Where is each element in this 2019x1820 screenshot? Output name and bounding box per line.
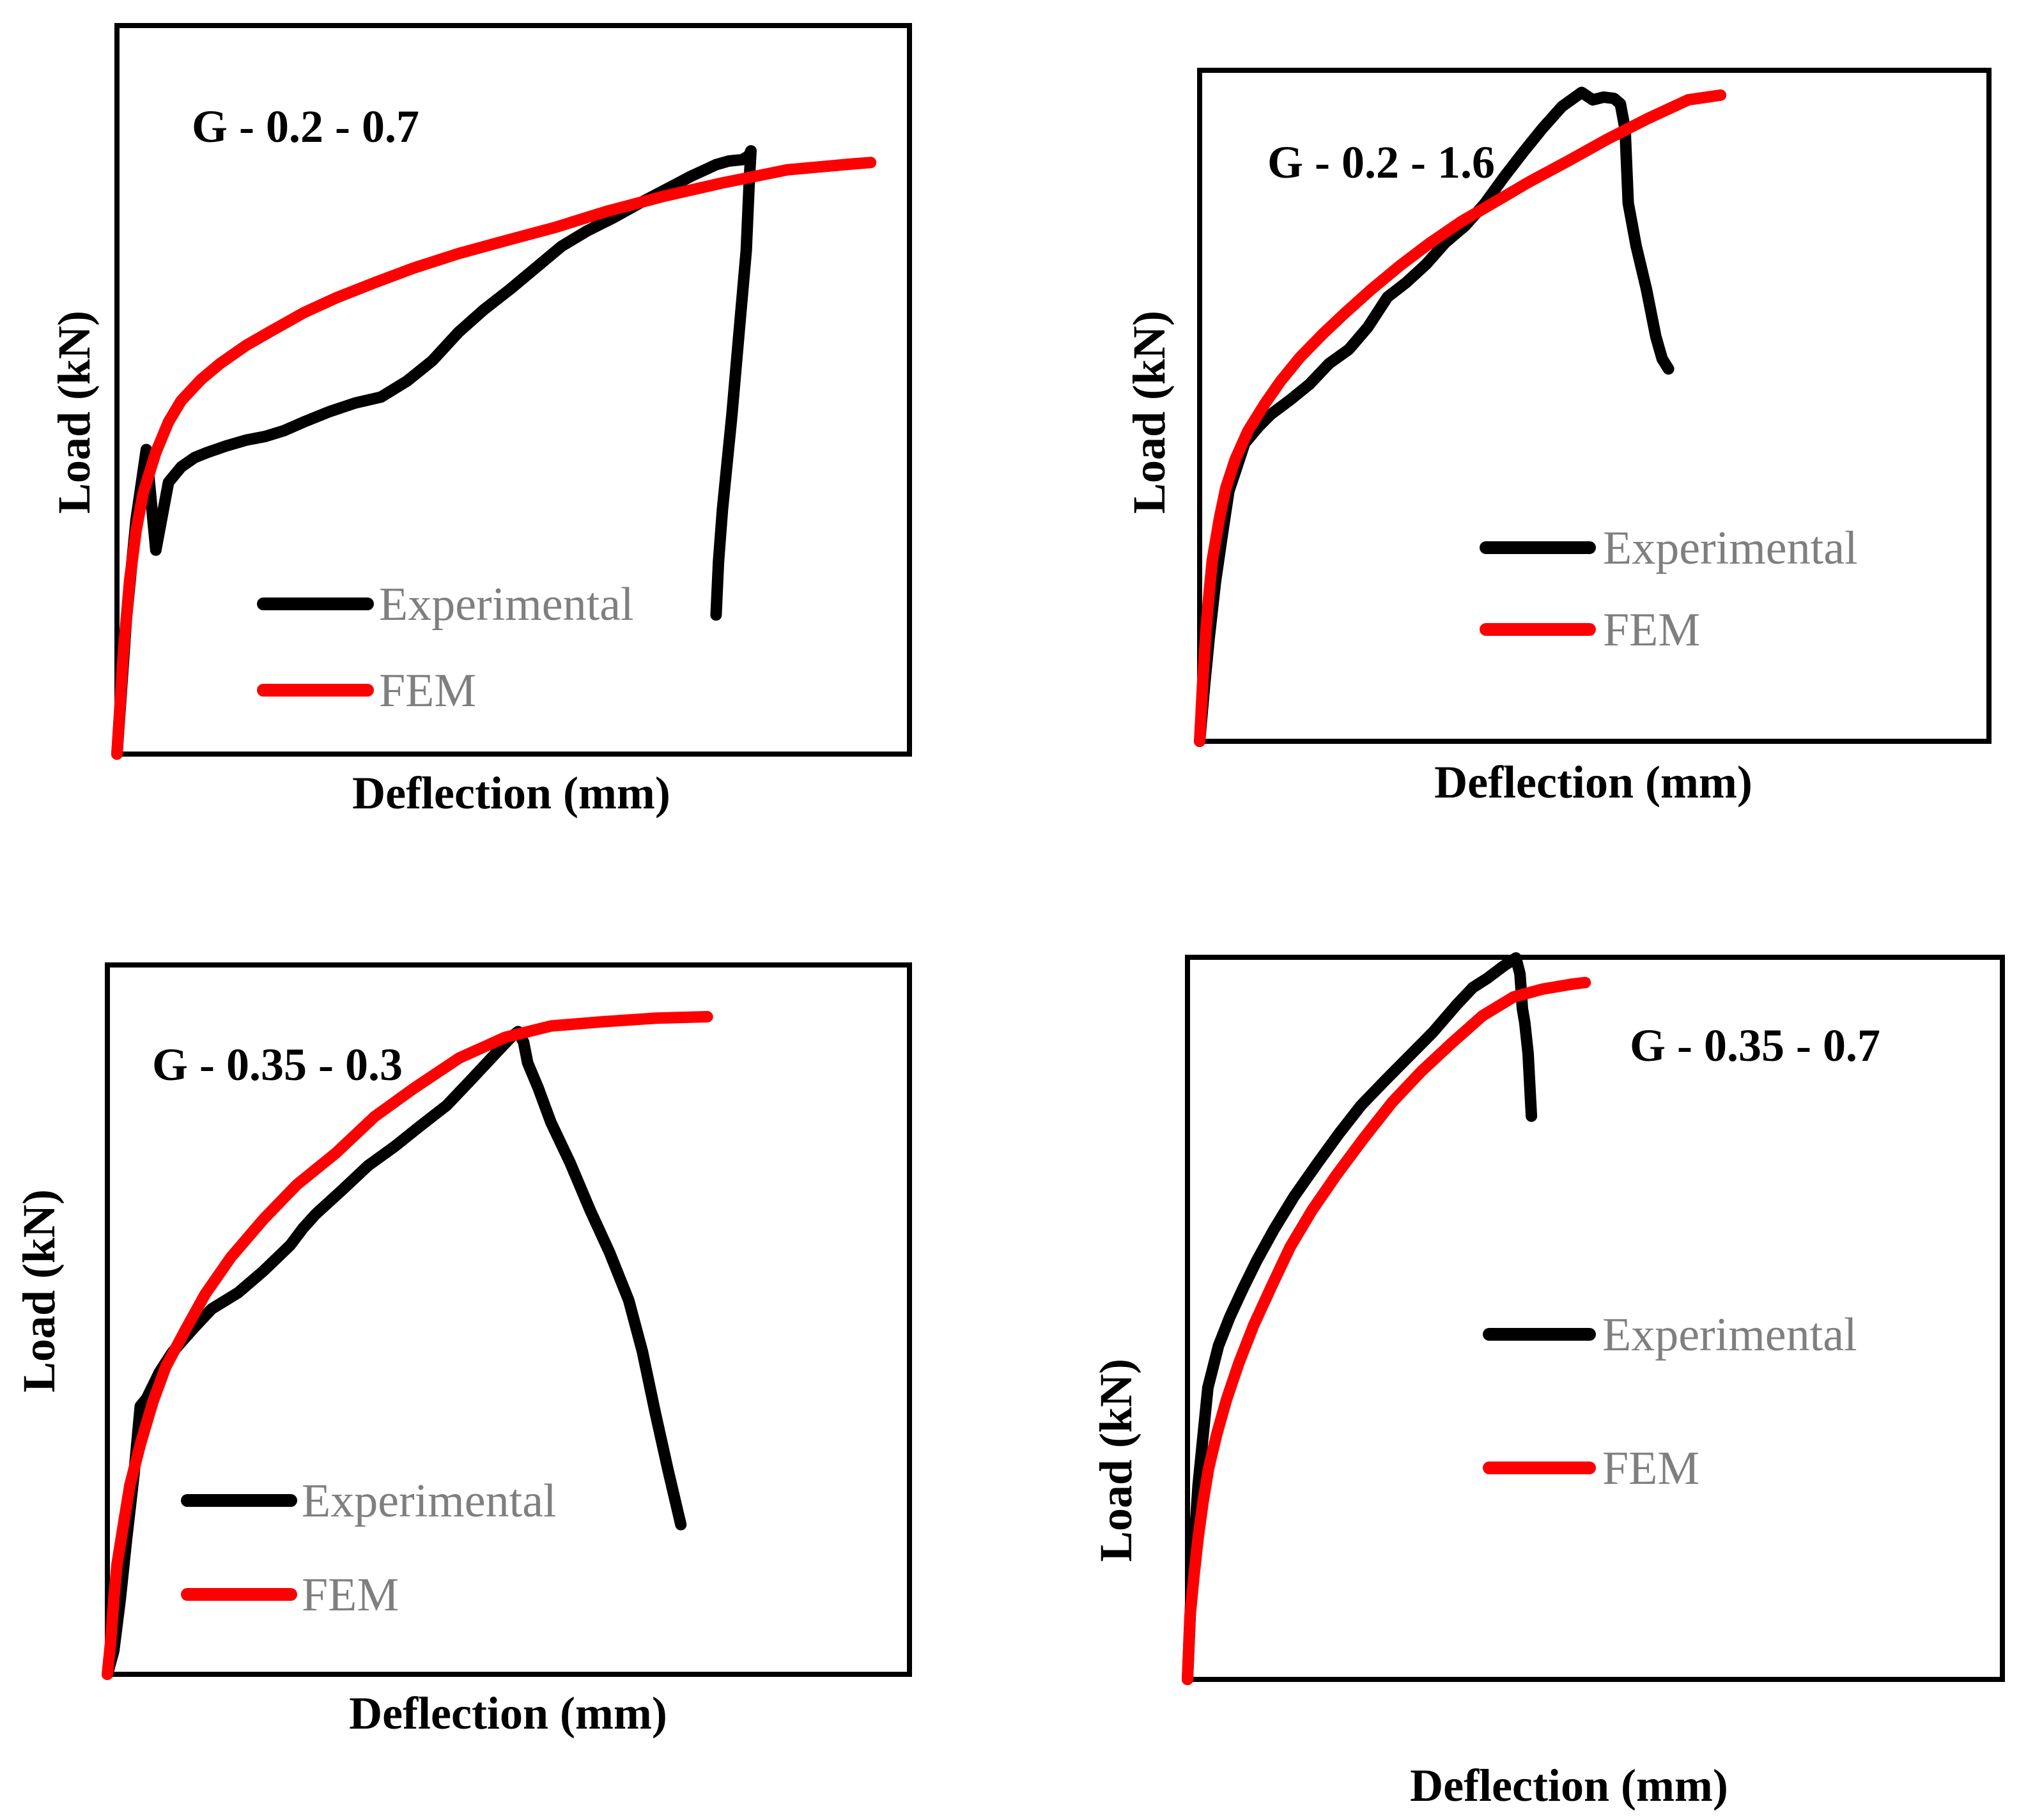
legend: Experimental FEM (1480, 522, 1858, 656)
y-axis-label: Load (kN) (13, 1189, 65, 1392)
x-axis-label: Deflection (mm) (1434, 757, 1752, 808)
legend: Experimental FEM (181, 1475, 557, 1621)
y-axis-label: Load (kN) (1090, 1359, 1141, 1562)
legend-label-experimental: Experimental (1603, 522, 1858, 575)
series-line-fem (1182, 976, 1591, 1685)
y-axis-label: Load (kN) (49, 311, 100, 514)
legend-label-fem: FEM (379, 665, 476, 717)
chart-title: G - 0.35 - 0.7 (1630, 1020, 1880, 1071)
chart-panel-4: G - 0.35 - 0.7 Load (kN) Deflection (mm)… (1090, 952, 2005, 1811)
chart-title: G - 0.2 - 0.7 (192, 101, 419, 152)
series-lines (111, 145, 877, 760)
plot-frame (1185, 955, 2005, 1682)
legend-label-experimental: Experimental (302, 1475, 557, 1527)
x-axis-label: Deflection (mm) (349, 1688, 667, 1739)
chart-title: G - 0.35 - 0.3 (152, 1039, 403, 1090)
series-lines (1182, 952, 1591, 1685)
series-lines (1194, 86, 1727, 747)
series-line-experimental (1182, 952, 1538, 1685)
legend-label-fem: FEM (302, 1569, 399, 1621)
chart-panel-1: G - 0.2 - 0.7 Load (kN) Deflection (mm) … (49, 23, 912, 819)
legend: Experimental FEM (1483, 1309, 1857, 1495)
plot-frame (105, 962, 912, 1677)
series-line-experimental (1194, 86, 1675, 747)
legend-label-experimental: Experimental (379, 578, 634, 631)
legend-label-experimental: Experimental (1602, 1309, 1857, 1361)
series-line-experimental (111, 145, 757, 760)
y-axis-label: Load (kN) (1124, 311, 1175, 514)
series-line-fem (1194, 89, 1727, 747)
plot-frame (114, 23, 912, 757)
legend-label-fem: FEM (1603, 604, 1700, 656)
series-lines (102, 1011, 713, 1680)
plot-frame (1197, 68, 1992, 744)
x-axis-label: Deflection (mm) (1410, 1760, 1728, 1811)
series-line-fem (111, 157, 877, 760)
chart-panel-2: G - 0.2 - 1.6 Load (kN) Deflection (mm) … (1124, 68, 1992, 808)
legend-label-fem: FEM (1602, 1442, 1699, 1495)
chart-title: G - 0.2 - 1.6 (1267, 137, 1495, 188)
legend: Experimental FEM (257, 578, 634, 717)
series-line-experimental (102, 1026, 687, 1680)
chart-panel-3: G - 0.35 - 0.3 Load (kN) Deflection (mm)… (13, 962, 912, 1739)
series-line-fem (102, 1011, 713, 1680)
x-axis-label: Deflection (mm) (352, 767, 670, 819)
